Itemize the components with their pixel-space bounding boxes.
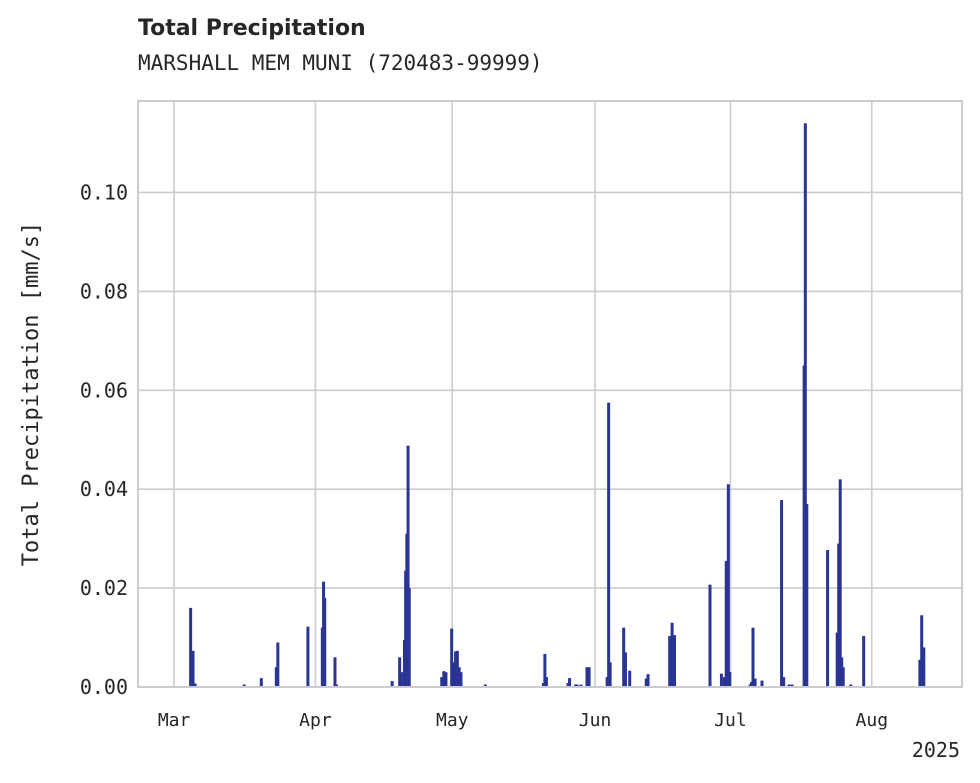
plot-frame bbox=[137, 100, 963, 688]
precipitation-bar bbox=[191, 650, 195, 687]
precipitation-bar bbox=[628, 670, 632, 687]
precipitation-bar bbox=[541, 683, 545, 687]
precipitation-bar bbox=[454, 651, 458, 687]
precipitation-bar bbox=[189, 607, 193, 687]
precipitation-bar bbox=[849, 684, 853, 687]
precipitation-bar bbox=[841, 667, 845, 687]
precipitation-bar bbox=[708, 584, 712, 687]
precipitation-bar bbox=[749, 682, 753, 687]
precipitation-bar bbox=[673, 635, 677, 687]
precipitation-bar bbox=[399, 672, 403, 687]
precipitation-bar bbox=[585, 667, 589, 687]
precipitation-bar bbox=[608, 662, 612, 687]
precipitation-bar bbox=[259, 678, 263, 687]
precipitation-bar bbox=[440, 677, 444, 687]
x-tick-label: Aug bbox=[856, 710, 889, 731]
y-tick-label: 0.04 bbox=[80, 477, 128, 501]
precipitation-bar bbox=[644, 678, 648, 687]
precipitation-bar bbox=[568, 678, 572, 687]
precipitation-bar bbox=[920, 615, 924, 687]
precipitation-bar bbox=[193, 683, 197, 687]
precipitation-bar bbox=[444, 672, 448, 687]
precipitation-bar bbox=[803, 123, 807, 687]
precipitation-bar bbox=[622, 627, 626, 687]
precipitation-bar bbox=[442, 671, 446, 687]
precipitation-bar bbox=[242, 684, 246, 687]
x-tick-label: Jul bbox=[714, 710, 747, 731]
precipitation-bar bbox=[835, 632, 839, 687]
precipitation-bar bbox=[760, 680, 764, 687]
precipitation-bar bbox=[646, 674, 650, 687]
bars-layer bbox=[189, 123, 926, 687]
precipitation-bar bbox=[668, 636, 672, 687]
precipitation-bar bbox=[406, 445, 410, 687]
precipitation-bar bbox=[782, 677, 786, 687]
precipitation-bar bbox=[579, 684, 583, 687]
precipitation-bar bbox=[780, 500, 784, 687]
x-tick-label: Jun bbox=[579, 710, 612, 731]
precipitation-bar bbox=[483, 684, 487, 687]
precipitation-bar bbox=[751, 627, 755, 687]
precipitation-bar bbox=[390, 681, 394, 687]
precipitation-bar bbox=[840, 657, 844, 687]
precipitation-bar bbox=[753, 678, 757, 687]
y-tick-label: 0.06 bbox=[80, 378, 128, 402]
precipitation-bar bbox=[837, 543, 841, 687]
precipitation-bar bbox=[544, 677, 548, 687]
y-tick-label: 0.08 bbox=[80, 279, 128, 303]
precipitation-bar bbox=[722, 677, 726, 687]
precipitation-bar bbox=[457, 667, 461, 687]
precipitation-bar bbox=[407, 588, 411, 687]
precipitation-bar bbox=[728, 672, 732, 687]
precipitation-bar bbox=[575, 684, 579, 687]
precipitation-bar bbox=[543, 653, 547, 687]
precipitation-bar bbox=[726, 484, 730, 687]
precipitation-bar bbox=[452, 662, 456, 687]
y-axis-label: Total Precipitation [mm/s] bbox=[19, 222, 44, 566]
precipitation-bar bbox=[276, 642, 280, 687]
precipitation-bar bbox=[719, 673, 723, 687]
y-tick-label: 0.02 bbox=[80, 576, 128, 600]
precipitation-bar bbox=[334, 684, 338, 687]
x-tick-label: May bbox=[436, 710, 469, 731]
precipitation-bar bbox=[724, 560, 728, 687]
x-axis-year-label: 2025 bbox=[912, 738, 960, 762]
precipitation-bar bbox=[306, 626, 310, 687]
y-tick-label: 0.00 bbox=[80, 675, 128, 699]
precipitation-bar bbox=[670, 622, 674, 687]
precipitation-bar bbox=[862, 636, 866, 687]
precipitation-bar bbox=[805, 504, 809, 687]
precipitation-bar bbox=[838, 479, 842, 687]
precipitation-bar bbox=[398, 657, 402, 687]
precipitation-bar bbox=[459, 672, 463, 687]
x-tick-label: Apr bbox=[299, 710, 332, 731]
precipitation-bar bbox=[790, 684, 794, 687]
chart-subtitle: MARSHALL MEM MUNI (720483-99999) bbox=[138, 51, 543, 75]
precipitation-bar bbox=[922, 647, 926, 687]
labels-layer: 2025 Total Precipitation [mm/s] 0.00 0.02… bbox=[19, 180, 960, 762]
precipitation-bar bbox=[826, 550, 830, 687]
precipitation-bar bbox=[566, 683, 570, 687]
grid-layer bbox=[138, 101, 962, 687]
precipitation-bar bbox=[605, 677, 609, 687]
precipitation-bar bbox=[607, 402, 611, 687]
precipitation-bar bbox=[450, 628, 454, 687]
precipitation-bar bbox=[574, 684, 578, 687]
precipitation-bar bbox=[333, 657, 337, 687]
precipitation-bar bbox=[587, 667, 591, 687]
precipitation-bar bbox=[787, 684, 791, 687]
chart-title: Total Precipitation bbox=[138, 16, 366, 41]
y-tick-label: 0.10 bbox=[80, 180, 128, 204]
precipitation-bar bbox=[455, 650, 459, 687]
precipitation-bar bbox=[748, 684, 752, 687]
x-tick-label: Mar bbox=[158, 710, 191, 731]
precipitation-bar bbox=[274, 667, 278, 687]
precipitation-bar bbox=[623, 652, 627, 687]
precipitation-bar bbox=[323, 597, 327, 687]
precipitation-bar bbox=[918, 659, 922, 687]
